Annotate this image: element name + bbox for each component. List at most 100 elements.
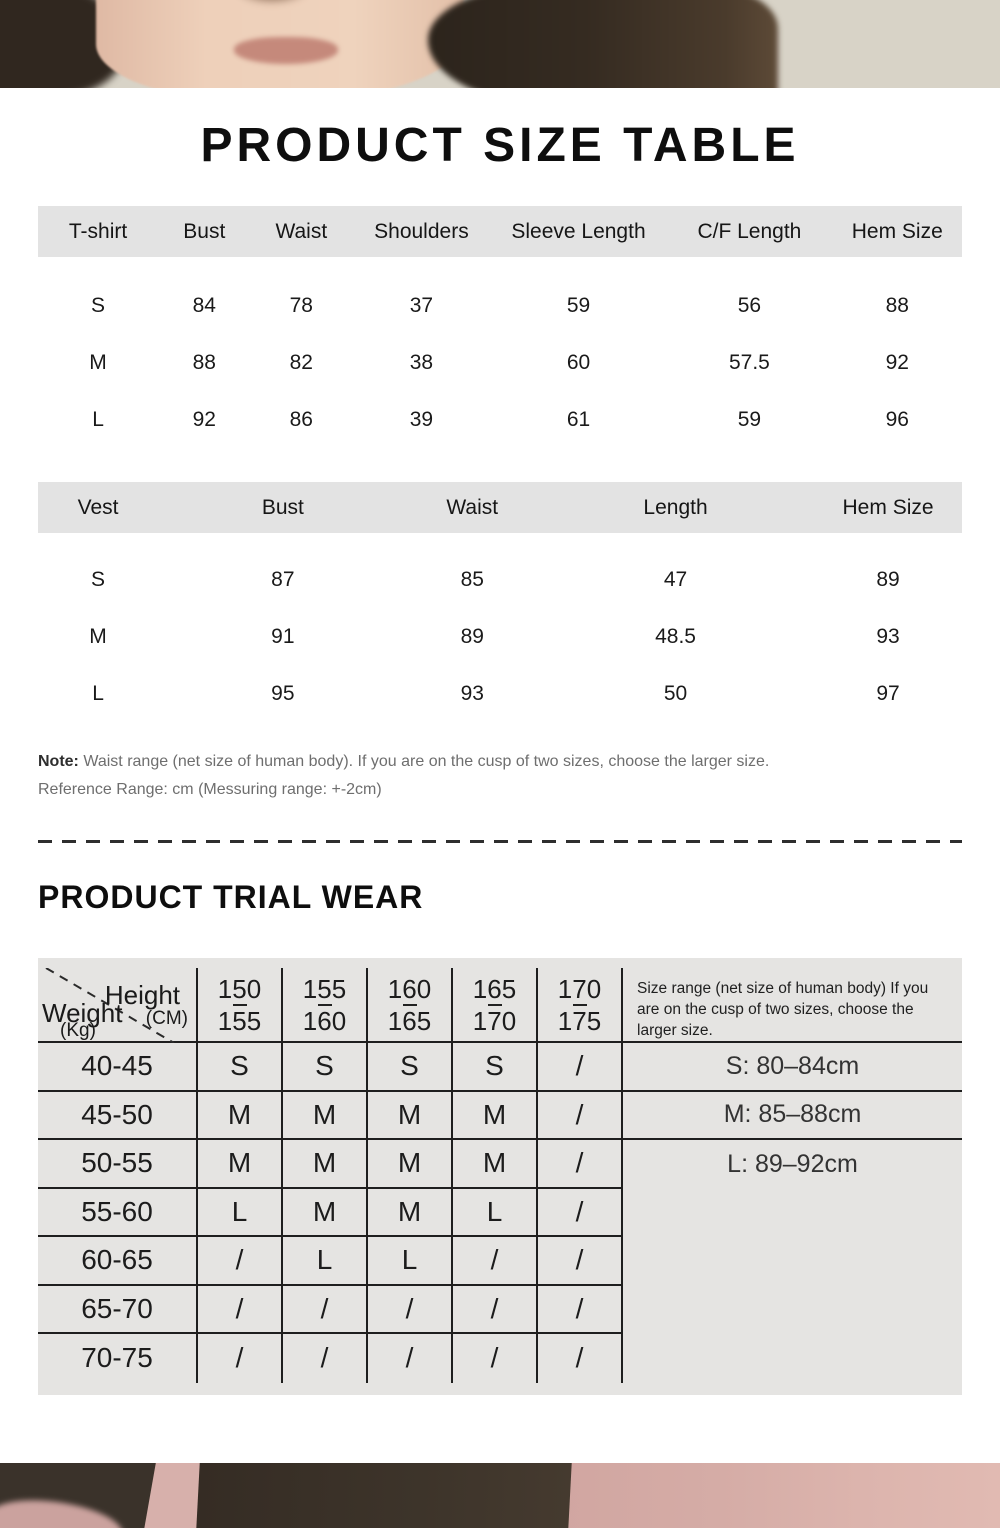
table-row: S 87 85 47 89 [38, 551, 962, 608]
height-range-top: 165 [472, 973, 517, 1004]
measure-value: 89 [876, 567, 900, 591]
tshirt-table-header: T-shirt Bust Waist Shoulders Sleeve Leng… [38, 206, 962, 257]
size-table-title: PRODUCT SIZE TABLE [200, 119, 800, 172]
note-label: Note: [38, 753, 79, 770]
height-range-header: 170 175 [536, 968, 621, 1043]
height-weight-corner-cell: Height (CM) Weight (Kg) [38, 968, 196, 1043]
measure-value: 91 [271, 624, 295, 648]
height-range-header: 150 155 [196, 968, 281, 1043]
note-line-1: Note: Waist range (net size of human bod… [38, 748, 962, 776]
size-cell: L [366, 1237, 451, 1286]
height-range-bottom: 155 [217, 1005, 262, 1036]
size-label: L [92, 407, 104, 431]
measure-value: 85 [460, 567, 484, 591]
size-cell: M [366, 1140, 451, 1189]
size-cell: / [451, 1237, 536, 1286]
lips-shape [234, 37, 338, 64]
size-cell: / [281, 1285, 366, 1334]
height-range-bottom: 170 [472, 1005, 517, 1036]
measure-value: 93 [876, 624, 900, 648]
measure-value: 78 [289, 293, 313, 317]
size-cell: L [281, 1237, 366, 1286]
size-cell: / [281, 1334, 366, 1383]
size-cell: S [196, 1043, 281, 1092]
tshirt-header-cell: T-shirt [68, 219, 128, 243]
range-dash [487, 1003, 502, 1006]
height-range-top: 150 [217, 973, 262, 1004]
tshirt-header-cell: Waist [275, 219, 328, 243]
size-cell: / [196, 1237, 281, 1286]
table-row: M 91 89 48.5 93 [38, 608, 962, 665]
size-cell: M [281, 1091, 366, 1140]
height-axis-unit: (CM) [145, 1008, 188, 1029]
bust-range-cell: S: 80–84cm [621, 1043, 962, 1092]
weight-axis-unit: (Kg) [60, 1020, 96, 1041]
size-cell: / [451, 1334, 536, 1383]
height-range-bottom: 160 [302, 1005, 347, 1036]
height-range-top: 170 [557, 973, 602, 1004]
size-cell: / [536, 1091, 621, 1140]
weight-row-label: 55-60 [38, 1189, 196, 1237]
size-cell: M [451, 1091, 536, 1140]
size-cell: M [281, 1188, 366, 1237]
model-face-shape [96, 0, 464, 88]
vest-header-cell: Vest [77, 495, 119, 519]
tshirt-header-cell: Shoulders [374, 219, 469, 243]
range-dash [317, 1003, 332, 1006]
tshirt-header-cell: C/F Length [697, 219, 802, 243]
height-range-header: 160 165 [366, 968, 451, 1043]
bust-range-cell [621, 1237, 962, 1286]
measure-value: 61 [566, 407, 591, 431]
size-note: Note: Waist range (net size of human bod… [38, 748, 962, 804]
hair-main-shape [195, 1462, 573, 1528]
table-row: M 88 82 38 60 57.5 92 [38, 334, 962, 391]
size-cell: M [196, 1091, 281, 1140]
bust-range-cell [621, 1285, 962, 1334]
bust-range-cell: M: 85–88cm [621, 1091, 962, 1140]
height-range-top: 160 [387, 973, 432, 1004]
measure-value: 37 [409, 293, 434, 317]
measure-value: 84 [192, 293, 216, 317]
nose-shadow-shape [230, 0, 314, 6]
size-label: M [89, 624, 107, 648]
size-cell: M [366, 1091, 451, 1140]
weight-row-label: 60-65 [38, 1237, 196, 1286]
size-cell: S [366, 1043, 451, 1092]
height-range-bottom: 165 [387, 1005, 432, 1036]
size-cell: / [451, 1285, 536, 1334]
weight-row-label: 45-50 [38, 1092, 196, 1140]
vest-table-header: Vest Bust Waist Length Hem Size [38, 482, 962, 533]
size-cell: L [451, 1188, 536, 1237]
size-cell: / [196, 1285, 281, 1334]
measure-value: 60 [566, 350, 591, 374]
content-column: PRODUCT SIZE TABLE T-shirt Bust Waist Sh… [0, 120, 1000, 1395]
bust-range-cell: L: 89–92cm [621, 1140, 962, 1189]
weight-row-label: 50-55 [38, 1140, 196, 1189]
bust-range-cell [621, 1188, 962, 1237]
weight-row-label: 65-70 [38, 1286, 196, 1334]
size-label: S [91, 293, 106, 317]
measure-value: 48.5 [655, 624, 696, 648]
measure-value: 89 [460, 624, 484, 648]
size-cell: / [366, 1285, 451, 1334]
measure-value: 38 [409, 350, 434, 374]
note-line-2: Reference Range: cm (Messuring range: +-… [38, 781, 382, 798]
size-cell: L [196, 1188, 281, 1237]
product-photo-bottom [0, 1462, 1000, 1528]
hair-right-shape [428, 0, 778, 88]
measure-value: 96 [885, 407, 909, 431]
measure-value: 92 [192, 407, 216, 431]
size-cell: M [366, 1188, 451, 1237]
tshirt-table-body: S 84 78 37 59 56 88 M 88 82 38 60 57.5 9… [38, 257, 962, 448]
tshirt-header-cell: Hem Size [851, 219, 943, 243]
measure-value: 82 [289, 350, 313, 374]
bust-range-cell [621, 1334, 962, 1383]
size-cell: / [196, 1334, 281, 1383]
range-dash [232, 1003, 247, 1006]
size-label: S [91, 567, 106, 591]
trial-wear-title: PRODUCT TRIAL WEAR [38, 879, 424, 915]
height-range-header: 165 170 [451, 968, 536, 1043]
measure-value: 59 [566, 293, 591, 317]
vest-header-cell: Bust [261, 495, 304, 519]
measure-value: 92 [885, 350, 909, 374]
